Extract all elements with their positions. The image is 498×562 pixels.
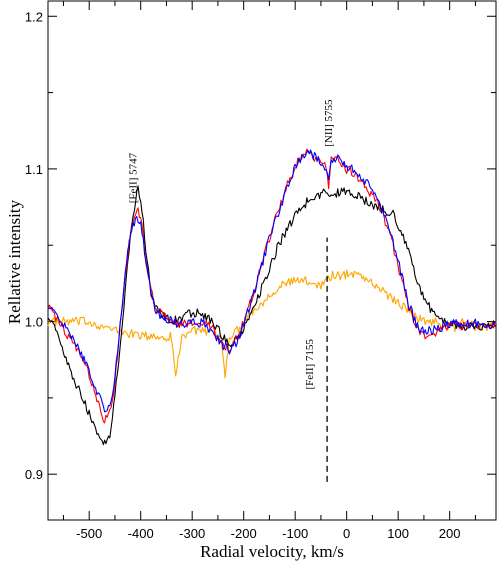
tick-labels: -500 -400 -300 -200 -100 0 100 200 0.9 1.0 1.1 1.2 [25, 9, 461, 541]
series-line-2 [47, 148, 497, 424]
x-tick-label: 100 [387, 526, 409, 541]
x-tick-label: -300 [179, 526, 205, 541]
x-tick-label: 200 [439, 526, 461, 541]
x-tick-label: 0 [343, 526, 350, 541]
series-line-3 [47, 149, 497, 413]
series-line-0 [47, 269, 497, 379]
axis-ticks [48, 1, 496, 520]
x-tick-label: -200 [231, 526, 257, 541]
x-tick-label: -500 [76, 526, 102, 541]
series-line-1 [47, 185, 497, 446]
annotation-layer: [FeII] 5747 [NII] 5755 [FeII] 7155 [128, 99, 335, 482]
line-annotation: [NII] 5755 [323, 99, 335, 147]
x-tick-label: -400 [128, 526, 154, 541]
y-tick-label: 0.9 [25, 467, 43, 482]
series-layer [47, 148, 497, 446]
plot-frame [47, 0, 497, 521]
y-tick-label: 1.2 [25, 9, 43, 24]
x-tick-label: -100 [282, 526, 308, 541]
y-tick-label: 1.0 [25, 315, 43, 330]
y-axis-label: Rellative intensity [5, 199, 24, 324]
line-annotation: [FeII] 7155 [304, 339, 316, 390]
x-axis-label: Radial velocity, km/s [200, 542, 344, 561]
line-annotation: [FeII] 5747 [128, 152, 140, 203]
y-tick-label: 1.1 [25, 162, 43, 177]
